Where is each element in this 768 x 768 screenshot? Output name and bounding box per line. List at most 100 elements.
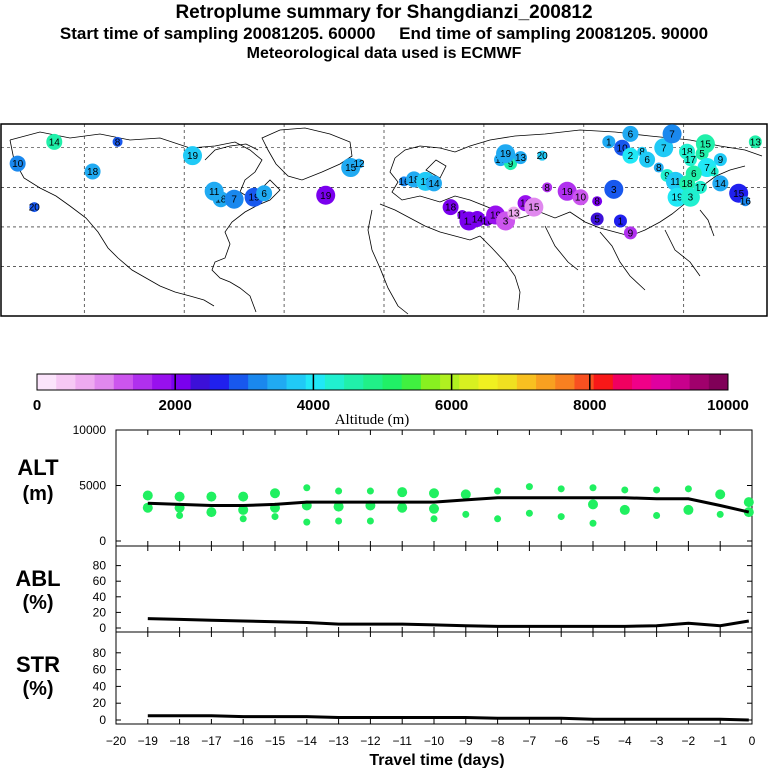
plume-marker-label: 18 [87, 167, 99, 178]
colorbar-swatch [248, 374, 268, 390]
plume-marker-dot [316, 185, 336, 205]
altitude-cluster-point [238, 504, 249, 515]
plume-marker-dot [256, 185, 273, 202]
panel-unit: (%) [22, 678, 53, 700]
colorbar-swatch [574, 374, 595, 390]
plume-marker-label: 16 [482, 216, 494, 227]
plume-marker-label: 5 [594, 215, 600, 226]
y-tick-label: 0 [99, 534, 106, 548]
plume-marker-label: 3 [611, 185, 617, 196]
plume-marker-dot [713, 153, 727, 167]
plume-marker-label: 3 [503, 216, 509, 227]
plume-marker-dot [204, 181, 224, 201]
plume-marker-label: 8 [639, 147, 645, 158]
altitude-cluster-point [206, 507, 217, 518]
plume-marker-label: 11 [464, 216, 475, 227]
x-tick-label: −2 [682, 734, 696, 748]
plume-cluster-markers: 1481020181919619181171512161811141791913… [9, 124, 762, 240]
plume-marker: 3 [604, 179, 624, 199]
altitude-cluster-point [589, 519, 597, 527]
plume-marker-dot [84, 163, 101, 180]
colorbar-tick-label: 8000 [573, 397, 606, 414]
plume-marker: 19 [557, 181, 577, 201]
altitude-cluster-point [239, 515, 247, 523]
plume-marker-label: 7 [231, 195, 237, 206]
plume-marker-dot [183, 146, 202, 166]
colorbar-swatch [324, 374, 345, 390]
plume-marker-dot [680, 187, 700, 207]
plume-marker-dot [592, 196, 603, 207]
y-tick-label: 80 [93, 646, 107, 660]
plume-marker: 9 [623, 226, 637, 240]
y-tick-label: 40 [93, 679, 107, 693]
plume-marker-dot [442, 199, 459, 216]
plume-marker-label: 11 [670, 177, 681, 188]
plume-marker: 1 [602, 135, 616, 149]
altitude-colorbar: 0 2000 4000 6000 8000 10000 Altitude (m) [33, 373, 749, 428]
plume-marker: 10 [9, 155, 26, 172]
plume-marker: 20 [537, 150, 548, 162]
plume-marker-dot [537, 150, 548, 161]
altitude-cluster-point [460, 489, 471, 500]
colorbar-swatch [344, 374, 364, 390]
plume-marker-label: 6 [644, 155, 650, 166]
colorbar-swatch [363, 374, 383, 390]
altitude-cluster-point [270, 488, 280, 499]
plume-marker-label: 15 [733, 189, 745, 200]
plume-marker-label: 8 [115, 137, 121, 148]
colorbar-swatch [401, 374, 422, 390]
x-tick-label: −4 [618, 734, 632, 748]
plume-marker-dot [679, 175, 696, 192]
altitude-cluster-point [238, 491, 249, 502]
plume-marker-dot [712, 175, 729, 192]
x-tick-label: −6 [554, 734, 568, 748]
x-tick-label: −11 [392, 734, 412, 748]
altitude-cluster-point [557, 513, 565, 521]
plume-marker-label: 9 [628, 228, 634, 239]
plume-marker-dot [557, 181, 577, 201]
plume-marker-label: 9 [718, 155, 724, 166]
plume-marker-label: 18 [408, 175, 420, 186]
colorbar-swatch [113, 374, 134, 390]
altitude-cluster-point [271, 513, 279, 521]
plume-marker-label: 10 [575, 193, 587, 204]
altitude-cluster-point [743, 497, 754, 508]
plume-marker-dot [354, 158, 365, 169]
plume-marker: 17 [683, 153, 697, 167]
plume-marker: 19 [667, 187, 687, 207]
plume-marker: 14 [425, 175, 442, 192]
plume-marker: 7 [654, 138, 674, 158]
altitude-cluster-point [653, 486, 661, 494]
x-axis-label: Travel time (days) [369, 752, 504, 768]
plume-marker-dot [590, 212, 604, 226]
colorbar-swatch [37, 374, 57, 390]
altitude-cluster-point [303, 484, 311, 492]
plume-marker-label: 1 [606, 137, 612, 148]
colorbar-swatch [708, 374, 729, 390]
chart-title: Retroplume summary for Shangdianzi_20081… [175, 2, 593, 23]
x-tick-label: −3 [650, 734, 664, 748]
plume-marker: 2 [622, 147, 639, 164]
colorbar-frame [36, 373, 729, 391]
altitude-cluster-point [397, 487, 408, 498]
colorbar-swatch [209, 374, 230, 390]
plume-marker-dot [667, 187, 687, 207]
colorbar-tick-label: 6000 [435, 397, 468, 414]
x-tick-label: −14 [297, 734, 318, 748]
colorbar-swatch [420, 374, 441, 390]
x-tick-label: 0 [749, 734, 756, 748]
altitude-cluster-point [588, 499, 598, 510]
plume-marker-label: 17 [695, 183, 707, 194]
plume-marker: 20 [29, 202, 40, 214]
colorbar-swatch [497, 374, 518, 390]
plume-marker-dot [602, 135, 616, 149]
plume-marker-dot [639, 151, 656, 168]
plume-marker-label: 1 [618, 216, 624, 227]
altitude-cluster-point [557, 485, 565, 493]
plume-marker-label: 14 [472, 215, 484, 226]
plume-marker: 19 [316, 185, 336, 205]
plume-marker-label: 8 [544, 183, 550, 194]
plume-marker-dot [708, 166, 719, 177]
plume-marker-dot [112, 136, 123, 147]
plume-marker: 19 [496, 144, 516, 164]
